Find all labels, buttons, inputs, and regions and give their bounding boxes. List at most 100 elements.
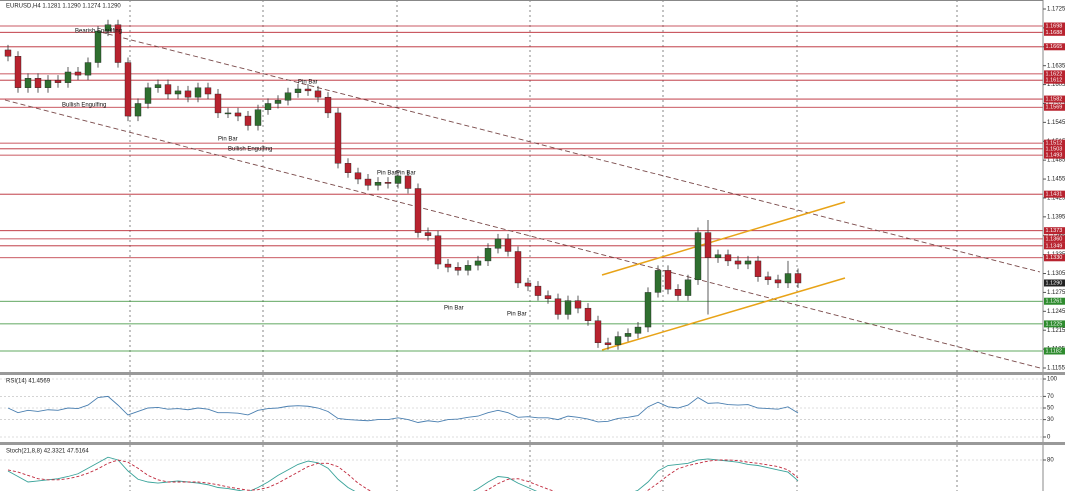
level-label: 1.1569 (1046, 105, 1063, 111)
indicator-line (7, 395, 799, 423)
candle-body (634, 326, 642, 334)
candle-body (24, 78, 32, 88)
rising-channel-line (601, 201, 846, 276)
level-label: 1.1349 (1046, 243, 1063, 249)
level-label: 1.1373 (1046, 228, 1063, 234)
last-price-box (1044, 279, 1065, 287)
candle-body (484, 248, 492, 262)
candles (4, 19, 802, 350)
level-label: 1.1582 (1046, 97, 1063, 103)
channel-line (4, 99, 1041, 369)
y-tick-label: 80 (1047, 458, 1054, 464)
candle-body (784, 273, 792, 284)
y-tick-label: 1.1395 (1047, 214, 1065, 220)
y-tick-label: 1.1485 (1047, 158, 1065, 164)
candle-body (674, 289, 682, 296)
level-label-box (1044, 320, 1065, 328)
candle-body (114, 24, 122, 63)
y-tick-label: 1.1155 (1047, 366, 1065, 372)
level-label: 1.1225 (1046, 321, 1063, 327)
candle-body (554, 298, 562, 315)
candle-body (384, 182, 392, 184)
level-label: 1.1261 (1046, 299, 1063, 305)
level-label: 1.1360 (1046, 236, 1063, 242)
y-tick-label: 30 (1047, 417, 1054, 423)
annotation: Pin Bar (507, 312, 527, 318)
candle-body (504, 238, 512, 252)
candle-body (334, 112, 342, 164)
candle-body (714, 254, 722, 258)
candle-body (474, 260, 482, 266)
stoch-title: Stoch(21,8,8) 42.3321 47.5164 (6, 449, 89, 455)
candle-body (84, 62, 92, 76)
candle-body (624, 333, 632, 337)
candle-body (4, 49, 12, 57)
candle-body (454, 267, 462, 271)
level-label-box (1044, 151, 1065, 159)
candle-body (514, 251, 522, 284)
level-label-box (1044, 297, 1065, 305)
candle-body (364, 178, 372, 186)
candle-body (14, 56, 22, 88)
candle-body (694, 232, 702, 281)
candle-body (374, 182, 382, 186)
level-label-box (1044, 28, 1065, 36)
candle-body (394, 175, 402, 184)
candle-body (594, 320, 602, 344)
y-tick-label: 1.1245 (1047, 309, 1065, 315)
level-label-box (1044, 76, 1065, 84)
y-tick-label: 0 (1047, 435, 1051, 441)
annotations: Bearish Engulfing Bullish Engulfing Pin … (62, 29, 527, 318)
candle-body (354, 172, 362, 180)
rising-channel-line (601, 277, 846, 351)
level-label-box (1044, 43, 1065, 51)
candle-body (74, 71, 82, 76)
candle-body (444, 263, 452, 268)
candle-body (294, 88, 302, 93)
candle-body (664, 270, 672, 290)
candle-body (144, 87, 152, 104)
level-label-box (1044, 145, 1065, 153)
y-tick-label: 1.1215 (1047, 328, 1065, 334)
level-label-box (1044, 95, 1065, 103)
candle-body (44, 79, 52, 88)
level-label-box (1044, 22, 1065, 30)
level-label-box (1044, 139, 1065, 147)
annotation: Pin Bar (396, 171, 416, 177)
y-tick-label: 1.1725 (1047, 7, 1065, 13)
level-label: 1.1182 (1046, 348, 1062, 354)
level-label-box (1044, 190, 1065, 198)
level-label: 1.1622 (1046, 71, 1063, 77)
candle-body (494, 238, 502, 249)
candle-body (314, 90, 322, 98)
y-tick-label: 1.1635 (1047, 63, 1065, 69)
y-tick-label: 100 (1047, 377, 1058, 383)
candle-body (544, 295, 552, 299)
level-label: 1.1431 (1046, 192, 1063, 198)
candle-body (224, 112, 232, 115)
level-label-box (1044, 242, 1065, 250)
candle-body (94, 30, 102, 63)
annotation: Bearish Engulfing (75, 29, 122, 35)
candle-body (524, 282, 532, 287)
annotation: Pin Bar (218, 137, 238, 143)
level-label-box (1044, 254, 1065, 262)
candle-body (564, 300, 572, 315)
candle-body (214, 93, 222, 114)
indicator-line (7, 456, 799, 491)
y-tick-label: 1.1275 (1047, 290, 1065, 296)
candle-body (234, 112, 242, 117)
candle-body (734, 260, 742, 265)
annotation: Bullish Engulfing (62, 103, 106, 109)
level-label-box (1044, 103, 1065, 111)
candle-body (204, 87, 212, 95)
trend-lines (4, 31, 1041, 369)
candle-body (534, 285, 542, 296)
y-tick-label: 70 (1047, 394, 1054, 400)
candle-body (574, 300, 582, 309)
level-label: 1.1612 (1046, 78, 1063, 84)
y-tick-label: 1.1305 (1047, 271, 1065, 277)
y-tick-label: 1.1605 (1047, 82, 1065, 88)
